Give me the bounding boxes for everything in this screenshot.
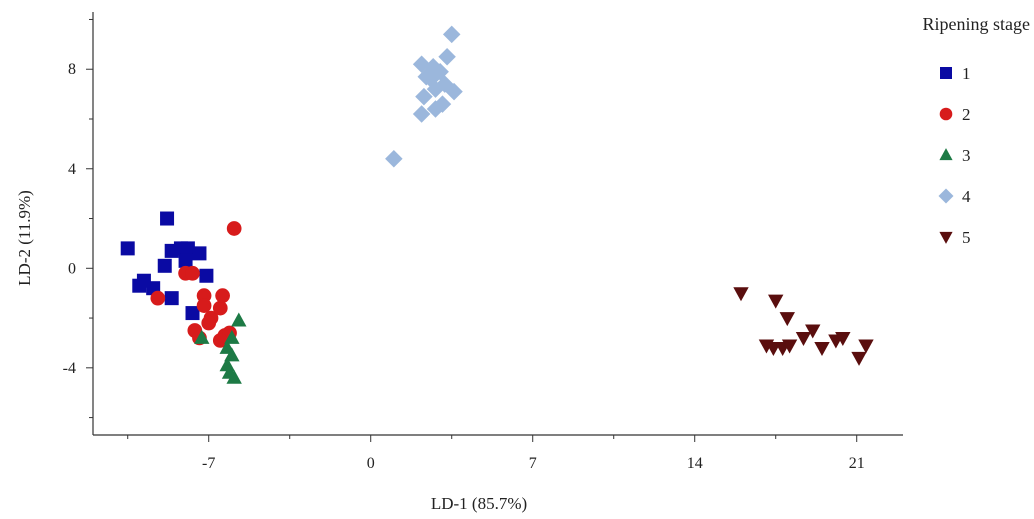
legend-label-stage-1: 1 <box>962 64 971 83</box>
point-stage-1 <box>185 306 200 321</box>
point-stage-1 <box>132 278 147 293</box>
y-tick-label: 4 <box>68 161 76 178</box>
y-tick-label: 0 <box>68 260 76 277</box>
point-stage-3 <box>224 329 240 344</box>
point-stage-5 <box>858 339 874 354</box>
point-stage-1 <box>178 253 193 268</box>
y-tick-label: 8 <box>68 61 76 78</box>
point-stage-2 <box>226 221 242 236</box>
point-stage-5 <box>814 341 830 356</box>
y-tick-label: -4 <box>63 360 76 377</box>
point-stage-3 <box>226 369 242 384</box>
point-stage-5 <box>779 312 795 327</box>
point-stage-4 <box>442 25 461 44</box>
point-stage-2 <box>201 315 217 331</box>
legend-marker-stage-2 <box>939 107 953 121</box>
point-stage-2 <box>185 265 200 281</box>
point-stage-1 <box>164 291 179 306</box>
point-stage-5 <box>795 332 812 347</box>
x-tick-label: 14 <box>687 455 703 472</box>
x-tick-label: 21 <box>849 455 865 472</box>
point-stage-5 <box>805 324 821 339</box>
legend-label-stage-2: 2 <box>962 105 971 124</box>
legend-title: Ripening stage <box>923 14 1030 34</box>
point-stage-4 <box>438 48 456 66</box>
point-stage-1 <box>120 241 135 256</box>
point-stage-4 <box>415 87 433 106</box>
point-stage-4 <box>445 82 463 101</box>
point-stage-2 <box>196 298 212 313</box>
point-stage-3 <box>231 312 247 327</box>
legend-label-stage-5: 5 <box>962 228 971 247</box>
point-stage-4 <box>385 150 403 168</box>
point-stage-5 <box>768 294 784 309</box>
point-stage-3 <box>194 329 210 344</box>
legend-label-stage-3: 3 <box>962 146 971 165</box>
point-stage-1 <box>180 241 195 256</box>
point-stage-1 <box>157 258 172 273</box>
x-axis-title: LD-1 (85.7%) <box>431 494 527 513</box>
x-tick-label: 0 <box>367 455 375 472</box>
legend-marker-stage-3 <box>939 148 953 161</box>
point-stage-5 <box>835 332 851 347</box>
point-stage-5 <box>733 287 749 302</box>
axes: -7 0 7 14 21 -4 0 4 8 <box>63 12 903 472</box>
point-stage-4 <box>426 100 445 118</box>
point-stage-1 <box>192 246 207 261</box>
point-stage-1 <box>160 211 175 226</box>
point-stage-5 <box>851 351 867 366</box>
legend-marker-stage-4 <box>938 188 954 204</box>
point-stage-3 <box>224 347 240 362</box>
x-tick-label: -7 <box>202 455 215 472</box>
point-stage-4 <box>426 80 445 98</box>
point-stage-2 <box>215 288 230 304</box>
point-stage-2 <box>212 333 228 348</box>
point-stage-1 <box>199 268 214 283</box>
x-tick-label: 7 <box>529 455 537 472</box>
point-stage-5 <box>781 339 798 354</box>
point-stage-2 <box>150 290 166 306</box>
legend-marker-stage-5 <box>939 231 953 244</box>
legend-label-stage-4: 4 <box>962 187 971 206</box>
legend-marker-stage-1 <box>940 67 952 79</box>
y-axis-title: LD-2 (11.9%) <box>15 190 34 286</box>
point-stage-4 <box>412 105 431 123</box>
point-stage-2 <box>212 300 228 316</box>
data-points <box>120 25 874 384</box>
legend: Ripening stage 1 2 3 4 5 <box>923 14 1030 247</box>
